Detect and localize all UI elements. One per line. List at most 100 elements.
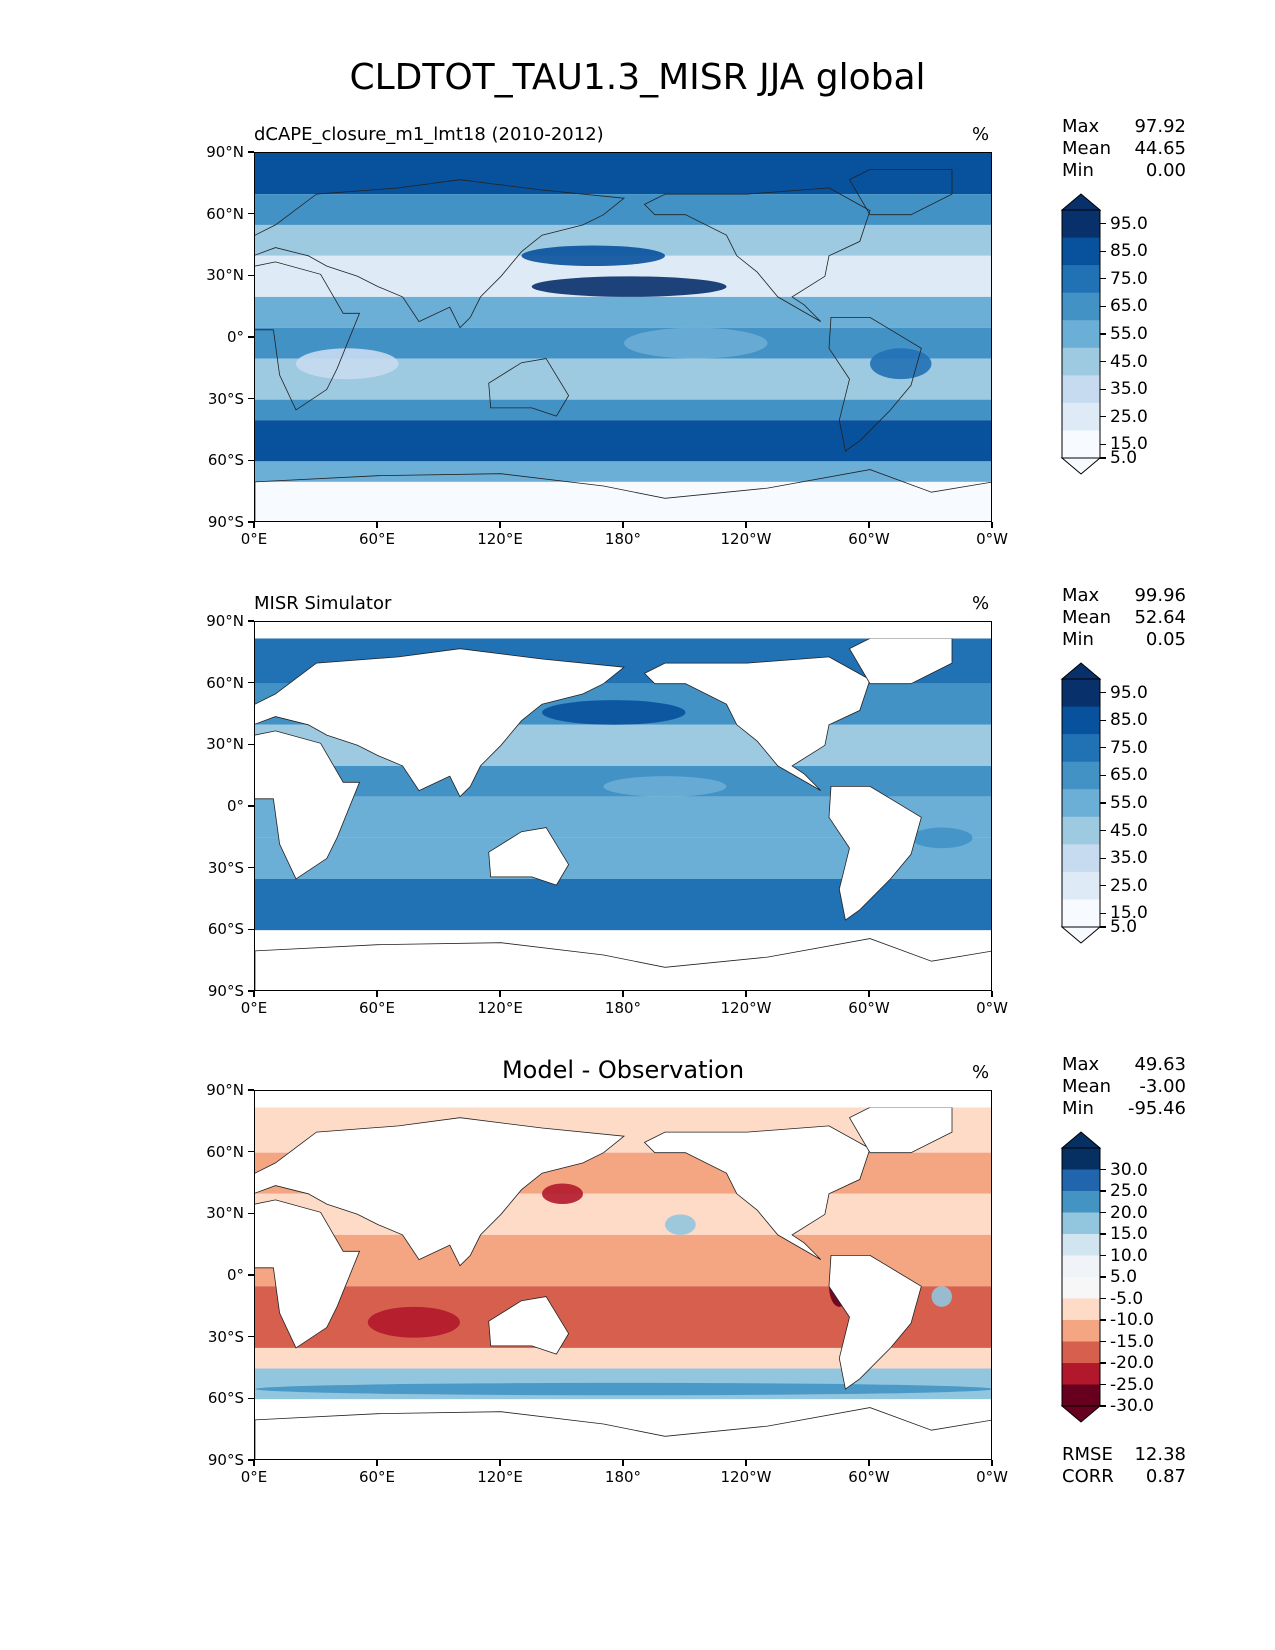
lat-tick-label: 30°S (207, 1327, 244, 1346)
lat-tick-mark (248, 1397, 254, 1399)
colorbar-tick (1100, 1319, 1106, 1321)
colorbar-label: 25.0 (1110, 875, 1148, 896)
lat-tick-label: 60°S (207, 920, 244, 939)
stat-value-min: 0.05 (1145, 629, 1186, 650)
lon-tick-mark (745, 991, 747, 997)
lon-tick-mark (622, 1460, 624, 1466)
field-feature-ref-2 (911, 827, 973, 849)
lat-tick-label: 60°N (206, 204, 244, 223)
coastline-test-0 (255, 261, 361, 411)
stat-value-max: 99.96 (1134, 585, 1186, 606)
stat-value-mean: 52.64 (1134, 607, 1186, 628)
colorbar-tick (1100, 1254, 1106, 1257)
field-band-test-0 (255, 153, 991, 195)
coastline-antarctica-diff (255, 1407, 991, 1459)
lon-tick-label: 60°W (848, 1468, 890, 1486)
panel-title-diff: Model - Observation (501, 1056, 745, 1084)
colorbar-label: 25.0 (1110, 406, 1148, 427)
stat-value-min: 0.00 (1145, 160, 1186, 181)
colorbar-label: 25.0 (1110, 1181, 1148, 1201)
lat-tick-label: 60°S (207, 1389, 244, 1408)
lon-tick-mark (868, 991, 870, 997)
lon-tick-label: 0°E (240, 999, 268, 1017)
colorbar-tick (1100, 1168, 1106, 1171)
coastline-ref-5 (488, 827, 570, 886)
colorbar-label: 55.0 (1110, 793, 1148, 813)
field-feature-test-1 (531, 276, 727, 297)
stat-label-max: Max (1062, 116, 1100, 137)
colorbar-tick (1100, 774, 1106, 777)
colorbar-tick (1100, 278, 1106, 280)
coastline-diff-5 (488, 1296, 570, 1355)
field-feature-test-3 (870, 348, 932, 380)
colorbar-segment (1062, 679, 1100, 708)
lat-tick-mark (248, 682, 254, 684)
colorbar-segment (1062, 210, 1100, 239)
colorbar-label: 15.0 (1110, 903, 1148, 924)
colorbar-tick (1100, 885, 1106, 887)
panel-title-test: dCAPE_closure_m1_lmt18 (2010-2012) (254, 124, 604, 145)
colorbar-segment (1062, 1148, 1100, 1170)
lat-tick-mark (248, 521, 254, 523)
colorbar-tick (1100, 388, 1106, 390)
colorbar-segment (1062, 871, 1100, 900)
lat-tick-label: 30°S (207, 389, 244, 408)
lat-tick-mark (248, 1274, 254, 1276)
coastline-diff-1 (255, 1117, 626, 1267)
coastline-test-1 (255, 179, 626, 329)
colorbar-tick (1100, 1383, 1106, 1386)
colorbar-tick (1100, 360, 1106, 363)
stat-label-mean: Mean (1062, 607, 1112, 628)
colorbar-diff (1060, 1131, 1102, 1423)
lon-tick-label: 0°W (976, 1468, 1008, 1486)
colorbar-extend-max (1060, 662, 1102, 680)
colorbar-tick (1100, 333, 1106, 335)
lon-tick-label: 120°E (477, 999, 523, 1017)
stat-value-mean: -3.00 (1139, 1076, 1186, 1097)
colorbar-segment (1062, 1277, 1100, 1299)
colorbar-segment (1062, 1341, 1100, 1364)
coastline-diff-0 (255, 1199, 361, 1349)
field-band-test-8 (255, 420, 991, 462)
colorbar-wrap-ref (1060, 662, 1102, 949)
missing-data-ref-1 (255, 930, 991, 990)
colorbar-label: 65.0 (1110, 765, 1148, 786)
colorbar-label: 95.0 (1110, 213, 1148, 234)
colorbar-segment (1062, 844, 1100, 873)
lon-tick-label: 120°E (477, 1468, 523, 1486)
lon-tick-label: 180° (604, 999, 642, 1017)
colorbar-label: 95.0 (1110, 682, 1148, 703)
lat-tick-mark (248, 743, 254, 745)
colorbar-label: 10.0 (1110, 1245, 1148, 1266)
colorbar-segment (1062, 265, 1100, 294)
lat-tick-mark (248, 805, 254, 807)
stat-label-mean: Mean (1062, 138, 1112, 159)
colorbar-tick (1100, 829, 1106, 832)
lon-tick-mark (868, 522, 870, 528)
coastline-test-2 (643, 187, 871, 322)
lat-tick-mark (248, 274, 254, 276)
colorbar-label: -15.0 (1110, 1331, 1154, 1352)
colorbar-tick (1100, 857, 1106, 859)
field-feature-ref-1 (603, 776, 727, 797)
field-feature-diff-0 (367, 1306, 460, 1338)
lat-tick-label: 90°S (207, 513, 244, 531)
missing-data-diff-1 (255, 1399, 991, 1459)
lon-tick-mark (376, 522, 378, 528)
coastline-test-3 (848, 169, 953, 216)
colorbar-segment (1062, 816, 1100, 845)
colorbar-segment (1062, 1384, 1100, 1407)
lat-tick-mark (248, 151, 254, 153)
colorbar-segment (1062, 1212, 1100, 1235)
lat-tick-mark (248, 990, 254, 992)
lat-tick-label: 0° (226, 328, 244, 346)
lat-tick-mark (248, 213, 254, 215)
colorbar-extend-max (1060, 1131, 1102, 1149)
lon-tick-label: 120°E (477, 530, 523, 548)
lon-tick-label: 180° (604, 1468, 642, 1486)
lon-tick-label: 60°E (358, 1468, 396, 1486)
coastline-diff-2 (643, 1125, 871, 1260)
field-band-test-9 (255, 461, 991, 482)
lat-tick-label: 60°N (206, 1142, 244, 1161)
colorbar-label: -25.0 (1110, 1374, 1154, 1395)
